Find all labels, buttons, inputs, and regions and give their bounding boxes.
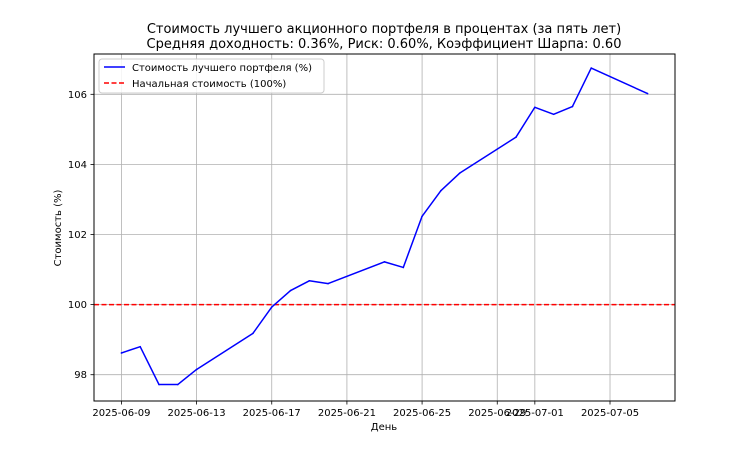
data-point bbox=[120, 352, 123, 354]
series-line-portfolio bbox=[121, 67, 648, 386]
legend-label-initial-value: Начальная стоимость (100%) bbox=[132, 79, 286, 90]
data-point bbox=[176, 383, 179, 386]
data-point bbox=[458, 172, 461, 174]
data-point bbox=[289, 289, 292, 292]
data-point bbox=[646, 92, 649, 95]
y-tick-label: 104 bbox=[68, 160, 87, 171]
grid bbox=[94, 54, 675, 401]
x-tick-label: 2025-06-29 bbox=[468, 408, 526, 419]
y-tick-label: 106 bbox=[68, 90, 87, 101]
data-point bbox=[534, 106, 536, 109]
data-point bbox=[270, 306, 273, 308]
data-point bbox=[139, 345, 141, 348]
data-point bbox=[195, 368, 198, 371]
x-tick-label: 2025-06-09 bbox=[92, 408, 150, 419]
data-point bbox=[590, 67, 593, 69]
x-tick-label: 2025-06-25 bbox=[393, 408, 451, 419]
data-point bbox=[252, 332, 254, 335]
legend: Стоимость лучшего портфеля (%) Начальная… bbox=[98, 58, 325, 94]
x-tick-label: 2025-06-13 bbox=[168, 408, 226, 419]
data-point bbox=[308, 279, 311, 282]
data-point bbox=[552, 113, 555, 116]
y-axis: 98 100 102 104 106 bbox=[68, 90, 94, 381]
series-layer bbox=[120, 67, 649, 386]
data-point bbox=[515, 136, 517, 138]
data-point bbox=[440, 189, 442, 192]
plot-area-frame bbox=[93, 53, 676, 402]
x-tick-label: 2025-07-05 bbox=[581, 408, 639, 419]
y-tick-label: 100 bbox=[68, 300, 87, 311]
y-tick-label: 102 bbox=[68, 230, 87, 241]
data-point bbox=[571, 105, 574, 108]
chart-title: Стоимость лучшего акционного портфеля в … bbox=[147, 22, 621, 37]
data-point bbox=[327, 282, 329, 285]
x-tick-label: 2025-06-17 bbox=[243, 408, 301, 419]
chart-subtitle: Средняя доходность: 0.36%, Риск: 0.60%, … bbox=[147, 37, 622, 52]
data-point bbox=[402, 266, 405, 269]
y-tick-label: 98 bbox=[74, 370, 87, 381]
x-axis-label: День bbox=[371, 422, 398, 433]
x-axis: 2025-06-09 2025-06-13 2025-06-17 2025-06-21… bbox=[92, 401, 639, 419]
legend-label-portfolio: Стоимость лучшего портфеля (%) bbox=[132, 63, 312, 74]
data-point bbox=[383, 261, 386, 263]
y-axis-label: Стоимость (%) bbox=[53, 190, 64, 267]
legend-box bbox=[98, 58, 325, 94]
data-point bbox=[158, 383, 160, 386]
x-tick-label: 2025-07-01 bbox=[506, 408, 564, 419]
data-point bbox=[421, 215, 423, 218]
x-tick-label: 2025-06-21 bbox=[318, 408, 376, 419]
